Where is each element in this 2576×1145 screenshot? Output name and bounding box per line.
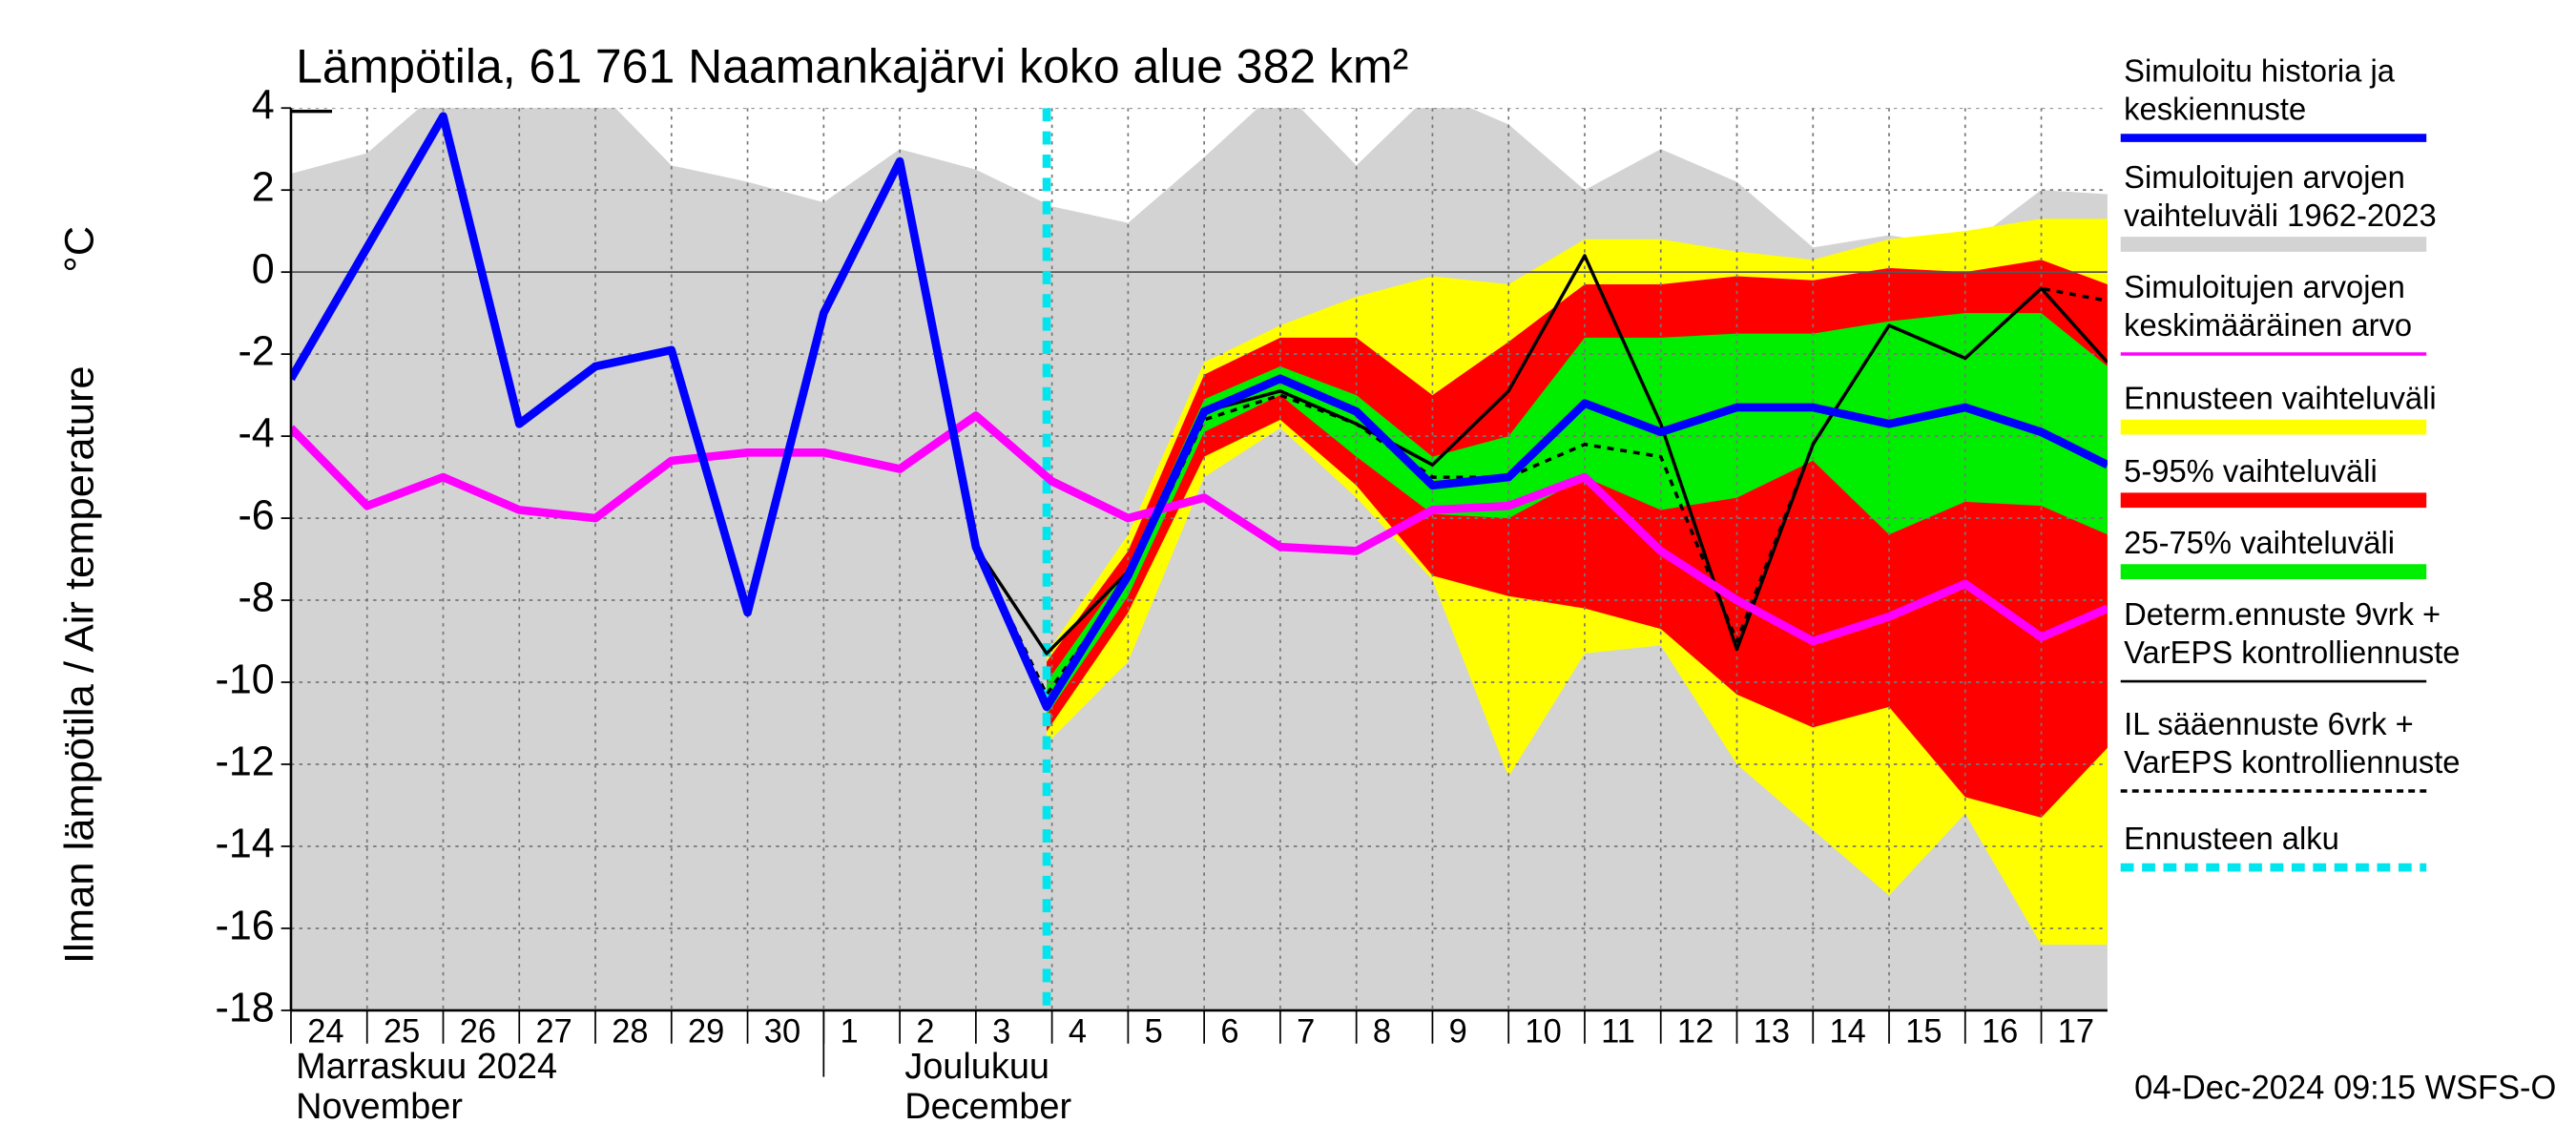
legend-label: 25-75% vaihteluväli bbox=[2124, 525, 2395, 560]
x-tick-label: 2 bbox=[916, 1013, 934, 1050]
legend-label: keskimääräinen arvo bbox=[2124, 307, 2412, 343]
y-tick-label: 2 bbox=[252, 164, 275, 210]
legend-label: Simuloitujen arvojen bbox=[2124, 269, 2405, 304]
y-tick-label: -18 bbox=[216, 985, 275, 1030]
series-line bbox=[898, 160, 2108, 656]
y-tick-label: 4 bbox=[252, 83, 275, 129]
x-tick-label: 11 bbox=[1601, 1013, 1635, 1050]
x-tick-label: 9 bbox=[1449, 1013, 1467, 1050]
plot-area bbox=[290, 108, 2108, 1010]
legend-label: VarEPS kontrolliennuste bbox=[2124, 635, 2460, 670]
series-line bbox=[290, 411, 2108, 646]
y-tick-label: -4 bbox=[238, 410, 274, 456]
x-tick-label: 16 bbox=[1982, 1013, 2018, 1050]
x-tick-label: 26 bbox=[460, 1013, 496, 1050]
y-tick-label: -2 bbox=[238, 328, 274, 374]
legend-label: Simuloitu historia ja bbox=[2124, 52, 2395, 88]
legend-label: keskiennuste bbox=[2124, 91, 2306, 126]
x-tick-label: 27 bbox=[535, 1013, 571, 1050]
x-tick-label: 5 bbox=[1145, 1013, 1163, 1050]
x-tick-label: 4 bbox=[1069, 1013, 1087, 1050]
x-tick-label: 28 bbox=[612, 1013, 648, 1050]
y-axis-label: Ilman lämpötila / Air temperature bbox=[57, 365, 103, 964]
y-tick-label: -10 bbox=[216, 656, 275, 702]
month-label: December bbox=[904, 1087, 1071, 1127]
chart-title: Lämpötila, 61 761 Naamankajärvi koko alu… bbox=[296, 39, 1408, 93]
legend-label: 5-95% vaihteluväli bbox=[2124, 453, 2378, 489]
legend-label: Simuloitujen arvojen bbox=[2124, 159, 2405, 195]
x-tick-label: 17 bbox=[2058, 1013, 2094, 1050]
x-tick-label: 1 bbox=[841, 1013, 859, 1050]
x-tick-label: 13 bbox=[1754, 1013, 1790, 1050]
x-tick-label: 10 bbox=[1525, 1013, 1561, 1050]
month-label: November bbox=[296, 1087, 463, 1127]
x-tick-label: 14 bbox=[1829, 1013, 1865, 1050]
footer: 04-Dec-2024 09:15 WSFS-O bbox=[2134, 1071, 2556, 1107]
month-label: Marraskuu 2024 bbox=[296, 1047, 557, 1087]
x-tick-label: 6 bbox=[1220, 1013, 1238, 1050]
month-label: Joulukuu bbox=[904, 1047, 1049, 1087]
x-tick-label: 3 bbox=[992, 1013, 1010, 1050]
x-tick-label: 25 bbox=[384, 1013, 420, 1050]
x-tick-label: 15 bbox=[1905, 1013, 1942, 1050]
legend-label: Ennusteen alku bbox=[2124, 821, 2339, 856]
x-tick-label: 8 bbox=[1373, 1013, 1391, 1050]
x-tick-label: 24 bbox=[307, 1013, 343, 1050]
legend-label: Ennusteen vaihteluväli bbox=[2124, 380, 2437, 415]
legend-label: Determ.ennuste 9vrk + bbox=[2124, 596, 2441, 632]
y-tick-label: -14 bbox=[216, 821, 275, 866]
x-tick-label: 29 bbox=[688, 1013, 724, 1050]
y-tick-label: -16 bbox=[216, 903, 275, 948]
y-tick-label: -8 bbox=[238, 574, 274, 620]
x-tick-label: 7 bbox=[1297, 1013, 1315, 1050]
legend-label: vaihteluväli 1962-2023 bbox=[2124, 198, 2437, 233]
y-tick-label: -6 bbox=[238, 492, 274, 538]
x-tick-label: 12 bbox=[1677, 1013, 1714, 1050]
series-line bbox=[290, 112, 2108, 712]
y-tick-label: 0 bbox=[252, 246, 275, 292]
y-axis-unit: °C bbox=[57, 226, 103, 273]
x-tick-label: 30 bbox=[764, 1013, 800, 1050]
legend-label: VarEPS kontrolliennuste bbox=[2124, 744, 2460, 780]
legend-label: IL sääennuste 6vrk + bbox=[2124, 706, 2414, 741]
y-tick-label: -12 bbox=[216, 739, 275, 784]
